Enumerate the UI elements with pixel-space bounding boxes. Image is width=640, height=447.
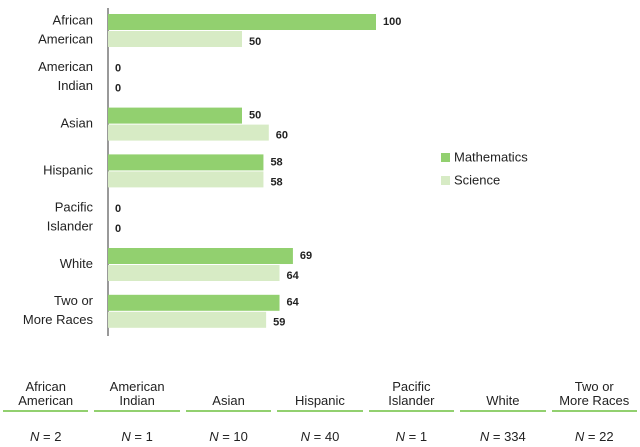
bar	[108, 248, 293, 264]
category-label: Pacific	[55, 200, 94, 215]
category-label: American	[38, 59, 93, 74]
table-column: Two or More Races N = 22	[551, 372, 637, 447]
header-line: Pacific	[392, 379, 431, 394]
sample-size: N = 1	[395, 429, 428, 444]
header-line: American	[18, 393, 74, 408]
column-header: American Indian	[94, 372, 180, 412]
value-label: 50	[249, 36, 261, 48]
bar	[108, 154, 264, 171]
category-label: Indian	[58, 78, 93, 93]
bar	[108, 171, 264, 188]
category-label: White	[60, 256, 93, 271]
column-header: Two or More Races	[551, 372, 637, 412]
header-line: American	[109, 379, 165, 394]
value-label: 58	[270, 176, 282, 188]
column-header: White	[460, 372, 546, 412]
column-header: Pacific Islander	[368, 372, 455, 412]
sample-size: N = 22	[574, 429, 614, 444]
header-line: Asian	[212, 393, 245, 408]
value-label: 59	[273, 317, 285, 329]
value-label: 60	[276, 130, 288, 142]
table-column: White N = 334	[460, 372, 546, 447]
header-line: Indian	[119, 393, 155, 408]
value-label: 64	[287, 297, 300, 309]
legend-label: Mathematics	[454, 149, 528, 164]
header-line: Two or	[574, 379, 614, 394]
header-line: White	[486, 393, 520, 408]
category-label: Islander	[47, 219, 94, 234]
header-line: Islander	[388, 393, 435, 408]
bar	[108, 31, 242, 47]
category-label: Asian	[60, 116, 93, 131]
chart: African American 100 50 American Indian 0 0 Asia…	[23, 8, 528, 336]
table-column: African American N = 2	[3, 372, 89, 447]
table-column: Hispanic N = 40	[277, 372, 363, 447]
bar	[108, 107, 242, 124]
column-header: African American	[3, 372, 89, 412]
category-label: More Races	[23, 312, 94, 327]
header-line: Hispanic	[295, 393, 345, 408]
legend-swatch	[441, 153, 450, 162]
bar	[108, 294, 280, 311]
sample-size: N = 10	[209, 429, 248, 444]
sample-size: N = 334	[479, 429, 526, 444]
category-label: African	[53, 12, 93, 27]
bar	[108, 265, 280, 281]
legend-swatch	[441, 176, 450, 185]
category-label: American	[38, 31, 93, 46]
legend-label: Science	[454, 172, 500, 187]
bar	[108, 124, 269, 141]
table-column: Pacific Islander N = 1	[368, 372, 455, 447]
column-header: Asian	[185, 372, 272, 412]
value-label: 0	[115, 223, 121, 235]
value-label: 64	[287, 270, 300, 282]
value-label: 50	[249, 110, 261, 122]
header-line: African	[25, 379, 66, 394]
value-label: 58	[270, 156, 282, 168]
sample-size: N = 2	[29, 429, 62, 444]
bar	[108, 14, 376, 30]
header-line: More Races	[559, 393, 630, 408]
value-label: 0	[115, 83, 121, 95]
table-column: American Indian N = 1	[94, 372, 180, 447]
value-label: 100	[383, 16, 401, 28]
value-label: 0	[115, 203, 121, 215]
sample-size: N = 1	[121, 429, 153, 444]
bar	[108, 311, 267, 328]
value-label: 0	[115, 63, 121, 75]
table-column: Asian N = 10	[185, 372, 272, 447]
category-label: Two or	[54, 293, 94, 308]
category-label: Hispanic	[43, 162, 93, 177]
sample-size: N = 40	[300, 429, 340, 444]
value-label: 69	[300, 250, 312, 262]
column-header: Hispanic	[277, 372, 363, 412]
